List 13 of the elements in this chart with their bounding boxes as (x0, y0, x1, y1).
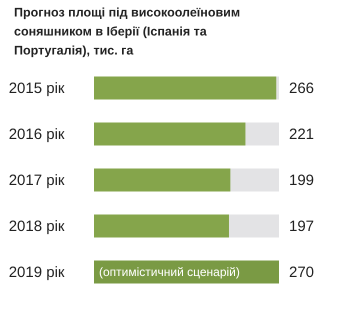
data-label: 270 (289, 264, 314, 281)
y-tick-label: 2017 рік (8, 172, 65, 189)
y-tick-label: 2019 рік (8, 264, 65, 281)
data-label: 221 (289, 126, 314, 143)
data-label: 199 (289, 172, 314, 189)
data-label: 266 (289, 80, 314, 97)
annotation: (оптимістичний сценарій) (99, 265, 240, 279)
data-label: 197 (289, 218, 314, 235)
y-tick-label: 2018 рік (8, 218, 65, 235)
y-tick-label: 2015 рік (8, 80, 65, 97)
chart-title: Прогноз площі під високоолеїновим соняшником в Іберії (Іспанія та Португалія), тис. га (14, 6, 240, 58)
y-tick-label: 2016 рік (8, 126, 65, 143)
bar (94, 76, 276, 100)
